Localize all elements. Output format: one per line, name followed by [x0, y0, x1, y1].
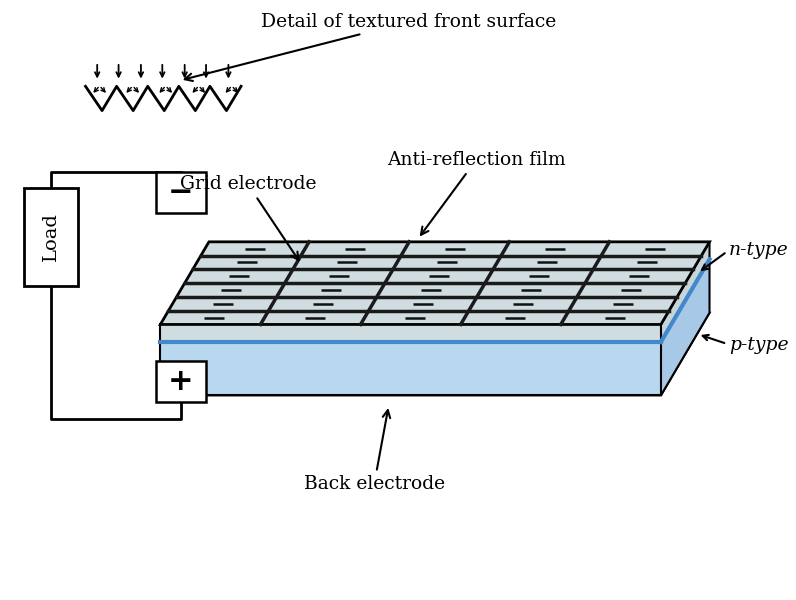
Polygon shape: [160, 342, 661, 395]
Text: Grid electrode: Grid electrode: [180, 175, 316, 260]
Text: Detail of textured front surface: Detail of textured front surface: [185, 13, 556, 81]
Polygon shape: [160, 242, 709, 325]
Text: −: −: [168, 178, 193, 207]
Text: n-type: n-type: [729, 241, 789, 259]
Polygon shape: [160, 313, 709, 395]
Text: p-type: p-type: [729, 336, 789, 354]
Bar: [155, 172, 206, 212]
Text: +: +: [168, 367, 193, 396]
Polygon shape: [160, 325, 661, 342]
Text: Load: Load: [42, 212, 60, 262]
Bar: [155, 361, 206, 402]
Polygon shape: [661, 259, 709, 395]
Text: Anti-reflection film: Anti-reflection film: [387, 151, 566, 235]
Text: Back electrode: Back electrode: [303, 410, 445, 493]
Bar: [25, 188, 78, 286]
Polygon shape: [661, 242, 709, 342]
